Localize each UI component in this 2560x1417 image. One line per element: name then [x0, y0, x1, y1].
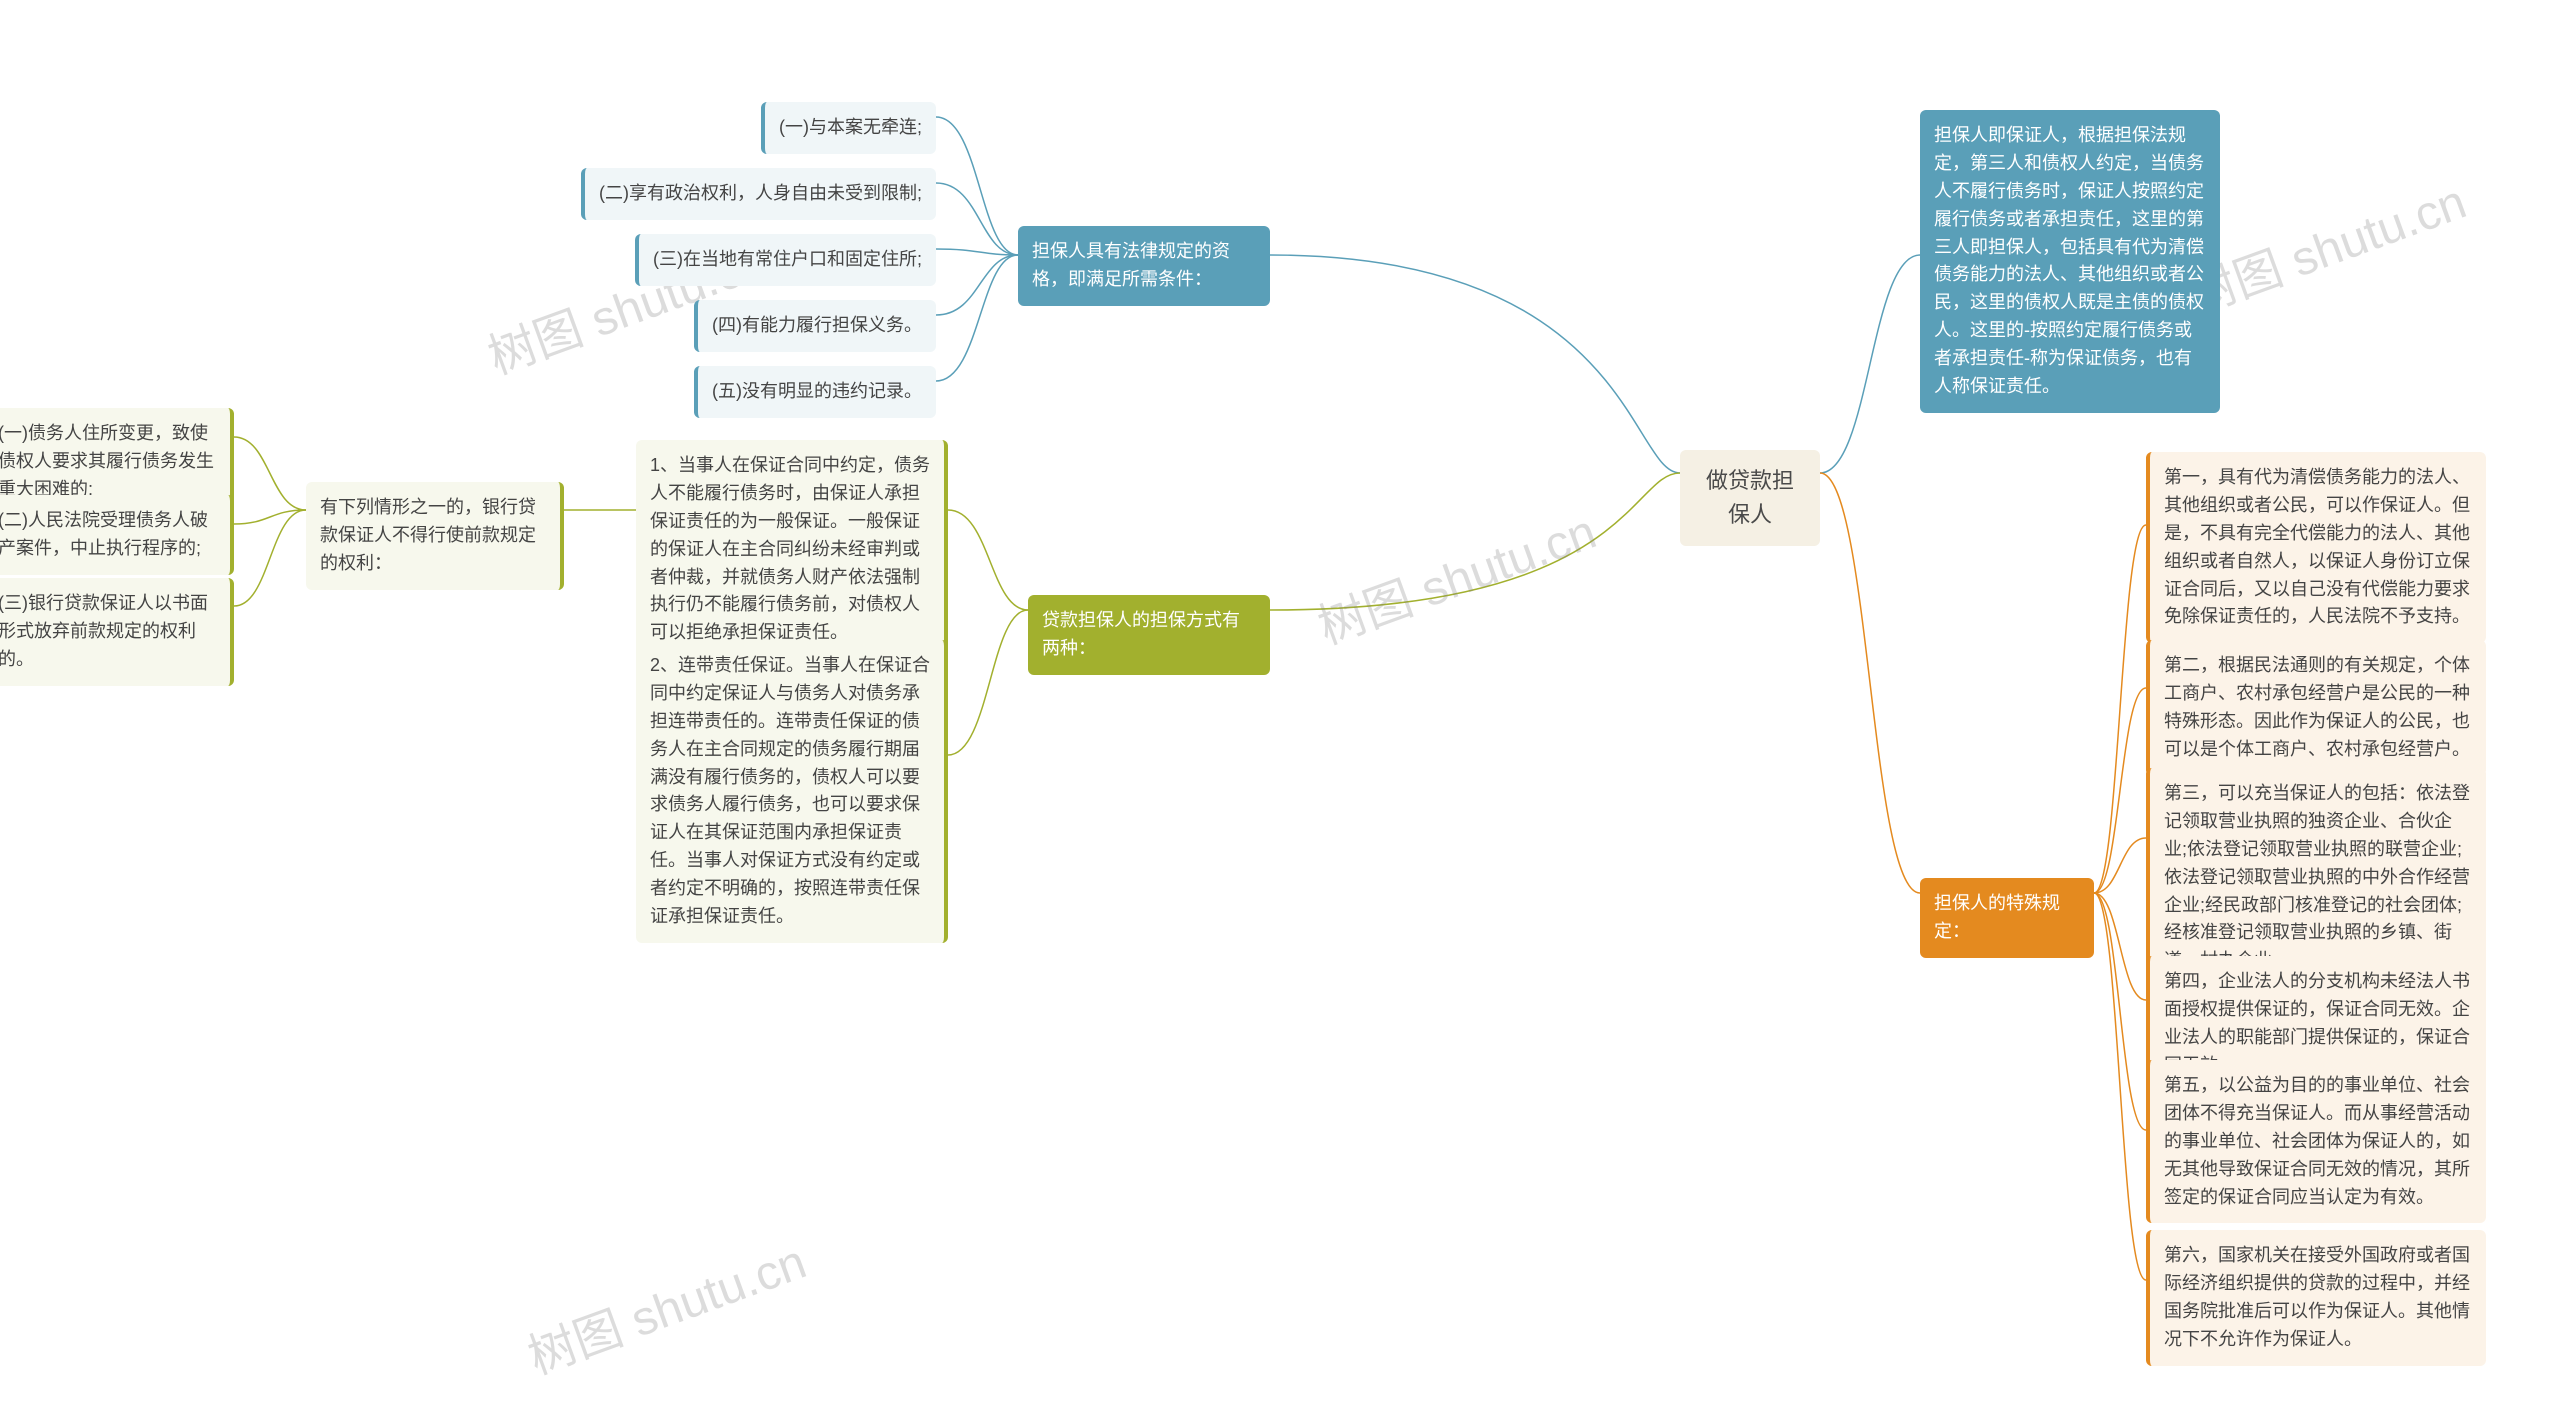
olive-type2: 2、连带责任保证。当事人在保证合同中约定保证人与债务人对债务承担连带责任的。连带…: [636, 640, 948, 943]
olive-type1: 1、当事人在保证合同中约定，债务人不能履行债务时，由保证人承担保证责任的为一般保…: [636, 440, 948, 659]
blue-intro: 担保人即保证人，根据担保法规定，第三人和债权人约定，当债务人不履行债务时，保证人…: [1920, 110, 2220, 413]
blue-cond-title: 担保人具有法律规定的资格，即满足所需条件：: [1018, 226, 1270, 306]
olive-sub-title: 有下列情形之一的，银行贷款保证人不得行使前款规定的权利：: [306, 482, 564, 590]
watermark: 树图 shutu.cn: [2177, 162, 2474, 327]
orange-item-3: 第三，可以充当保证人的包括：依法登记领取营业执照的独资企业、合伙企业;依法登记领…: [2146, 768, 2486, 987]
orange-item-5: 第五，以公益为目的的事业单位、社会团体不得充当保证人。而从事经营活动的事业单位、…: [2146, 1060, 2486, 1223]
olive-title: 贷款担保人的担保方式有两种：: [1028, 595, 1270, 675]
blue-cond-4: (四)有能力履行担保义务。: [694, 300, 936, 352]
orange-item-6: 第六，国家机关在接受外国政府或者国际经济组织提供的贷款的过程中，并经国务院批准后…: [2146, 1230, 2486, 1366]
blue-cond-5: (五)没有明显的违约记录。: [694, 366, 936, 418]
blue-cond-1: (一)与本案无牵连;: [761, 102, 936, 154]
root-node: 做贷款担保人: [1680, 450, 1820, 546]
blue-cond-2: (二)享有政治权利，人身自由未受到限制;: [581, 168, 936, 220]
watermark: 树图 shutu.cn: [517, 1222, 814, 1387]
orange-title: 担保人的特殊规定：: [1920, 878, 2094, 958]
olive-sub-3: (三)银行贷款保证人以书面形式放弃前款规定的权利的。: [0, 578, 234, 686]
orange-item-2: 第二，根据民法通则的有关规定，个体工商户、农村承包经营户是公民的一种特殊形态。因…: [2146, 640, 2486, 776]
orange-item-1: 第一，具有代为清偿债务能力的法人、其他组织或者公民，可以作保证人。但是，不具有完…: [2146, 452, 2486, 643]
blue-cond-3: (三)在当地有常住户口和固定住所;: [635, 234, 936, 286]
watermark: 树图 shutu.cn: [1307, 492, 1604, 657]
olive-sub-2: (二)人民法院受理债务人破产案件，中止执行程序的;: [0, 495, 234, 575]
